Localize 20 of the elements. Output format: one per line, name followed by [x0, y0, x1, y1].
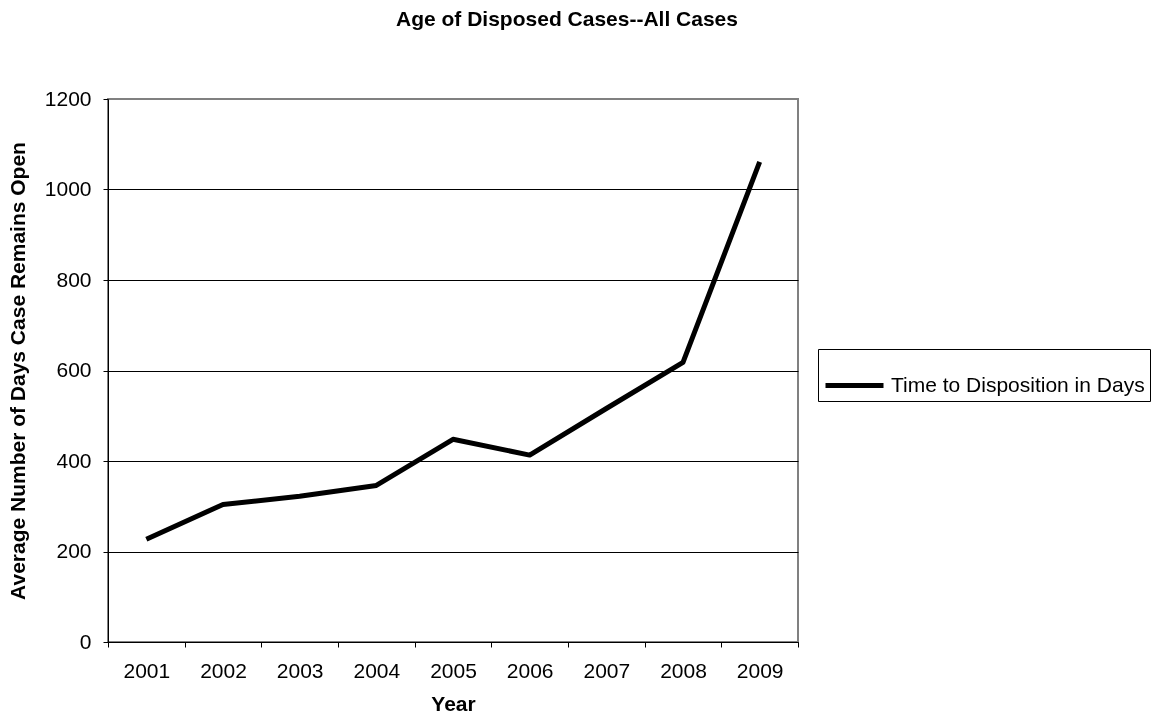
- y-tick-label: 200: [56, 539, 92, 562]
- x-tick-label: 2004: [353, 658, 401, 682]
- x-tick-label: 2007: [583, 658, 631, 682]
- chart-title: Age of Disposed Cases--All Cases: [396, 7, 738, 30]
- y-tick-label: 1200: [44, 86, 92, 110]
- y-tick-label: 800: [56, 267, 92, 291]
- y-tick-label: 0: [79, 629, 92, 653]
- y-tick-label: 400: [56, 448, 92, 472]
- x-tick-label: 2008: [660, 658, 707, 682]
- y-tick-label: 1000: [44, 177, 92, 200]
- x-tick-label: 2005: [430, 658, 477, 682]
- y-tick-label: 600: [56, 358, 92, 381]
- x-axis-title: Year: [431, 691, 476, 715]
- y-axis-title: Average Number of Days Case Remains Open: [5, 142, 29, 600]
- x-tick-label: 2003: [276, 658, 324, 682]
- x-tick-label: 2001: [123, 658, 171, 682]
- x-tick-label: 2006: [506, 658, 554, 682]
- legend-label: Time to Disposition in Days: [891, 372, 1145, 396]
- x-tick-label: 2002: [200, 658, 247, 682]
- x-tick-label: 2009: [736, 658, 784, 682]
